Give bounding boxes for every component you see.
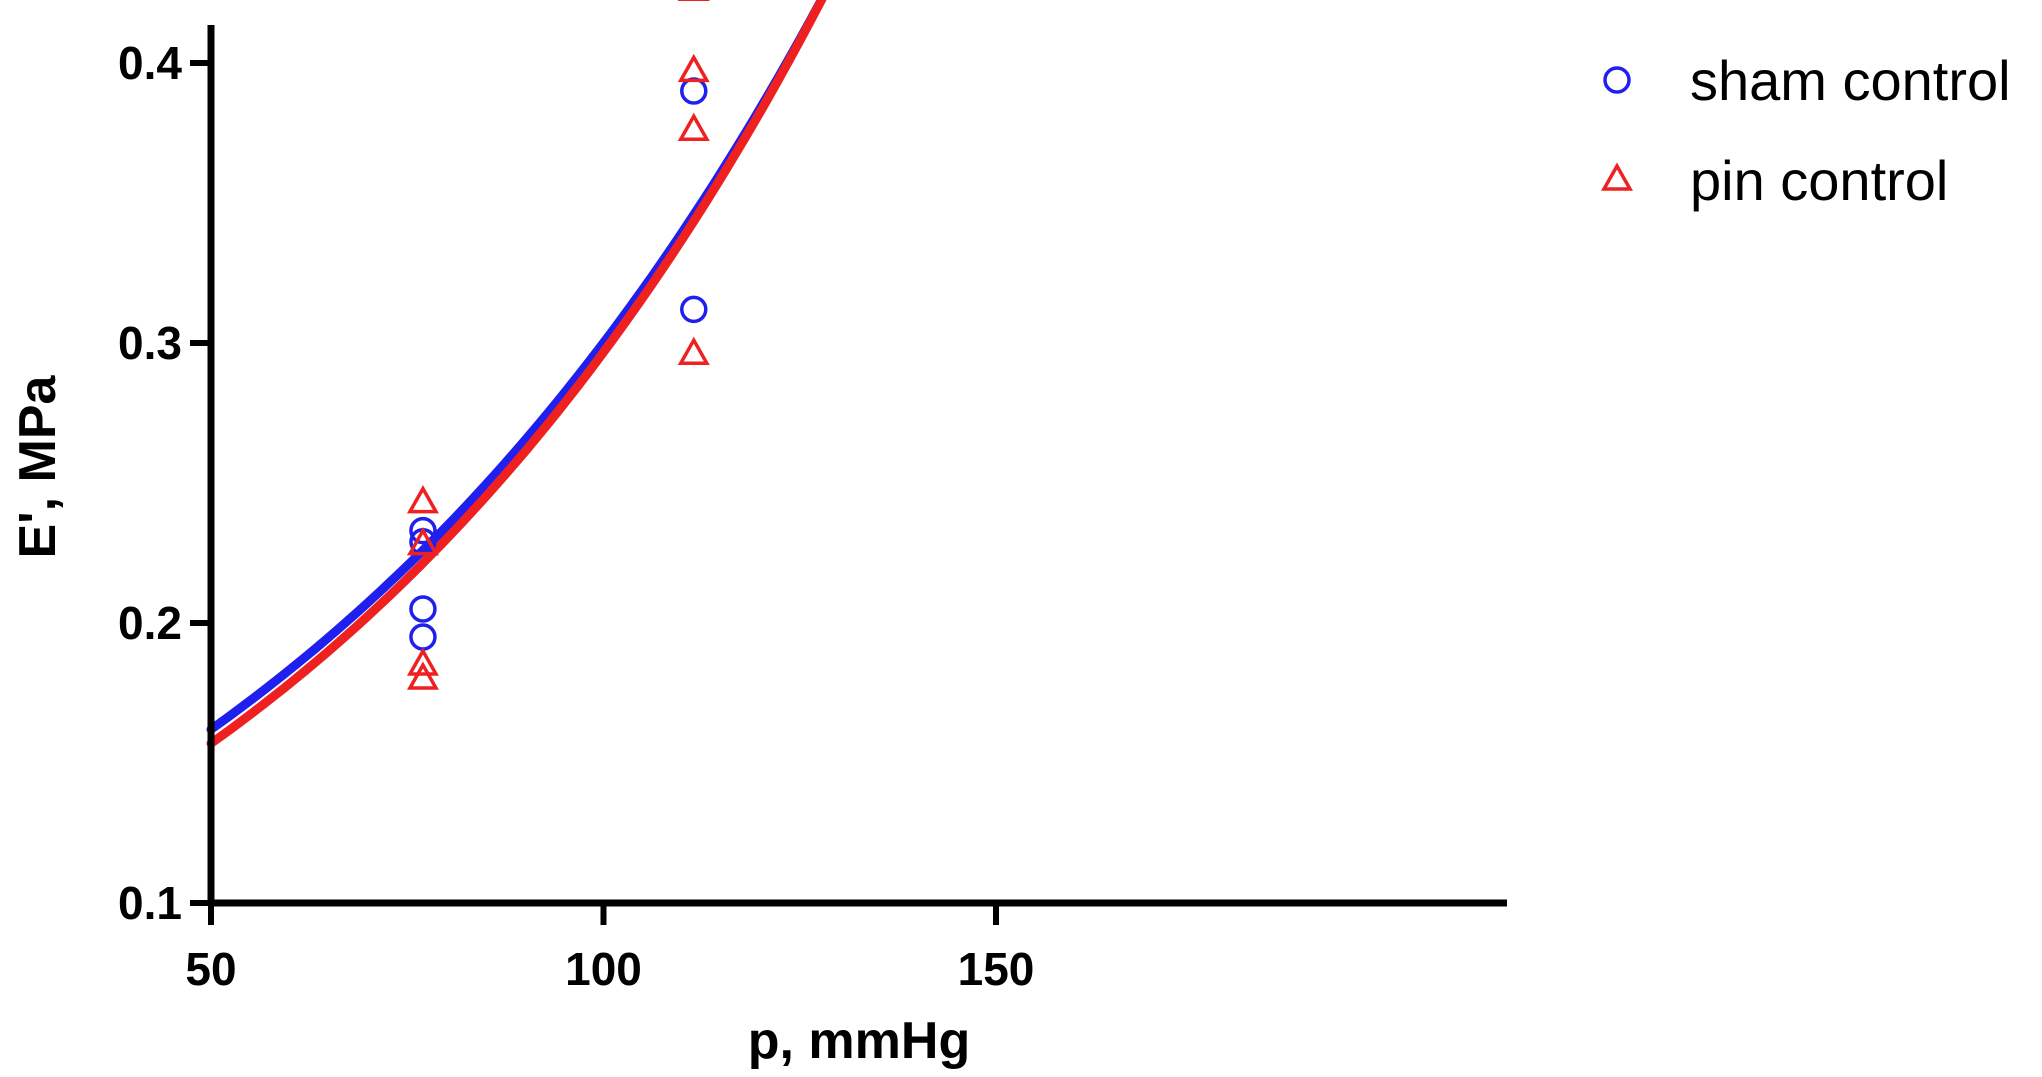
- x-tick-label: 100: [565, 943, 642, 995]
- legend-label-sham-control: sham control: [1690, 49, 2011, 112]
- x-ticks: 50 100 150: [185, 903, 1034, 995]
- data-point-pin-control: [677, 112, 710, 141]
- data-point-pin-control: [677, 336, 710, 365]
- legend-circle-marker: [1603, 66, 1631, 94]
- data-point-pin-control: [406, 661, 439, 690]
- y-tick-label: 0.4: [118, 37, 182, 89]
- data-point-sham-control: [409, 595, 437, 623]
- data-point-pin-control: [406, 527, 439, 556]
- y-tick-label: 0.3: [118, 317, 182, 369]
- data-point-sham-control: [409, 516, 437, 545]
- data-point-sham-control: [680, 295, 708, 324]
- x-axis-title: p, mmHg: [748, 1012, 970, 1070]
- data-points: [406, 0, 710, 690]
- data-point-sham-control: [409, 623, 437, 651]
- fit-curve-pin-control: [206, 0, 827, 748]
- fit-lines: [206, 0, 827, 748]
- data-point-pin-control: [406, 647, 439, 676]
- data-point-pin-control: [677, 53, 710, 83]
- y-ticks: 0.10.20.30.40.50.60.7: [118, 37, 211, 929]
- axes: [207, 25, 1507, 907]
- legend: sham control pin control: [1601, 49, 2011, 212]
- x-tick-label: 50: [185, 943, 236, 995]
- fit-curve-sham-control: [206, 0, 827, 734]
- y-axis-title: E', MPa: [9, 374, 67, 558]
- y-tick-label: 0.2: [118, 597, 182, 649]
- legend-item-sham-control: sham control: [1603, 49, 2011, 112]
- legend-item-pin-control: pin control: [1601, 149, 1948, 212]
- x-tick-label: 150: [958, 943, 1035, 995]
- legend-triangle-marker: [1601, 162, 1633, 191]
- data-point-sham-control: [680, 77, 708, 105]
- y-tick-label: 0.1: [118, 877, 182, 929]
- legend-label-pin-control: pin control: [1690, 149, 1948, 212]
- data-point-pin-control: [406, 485, 439, 514]
